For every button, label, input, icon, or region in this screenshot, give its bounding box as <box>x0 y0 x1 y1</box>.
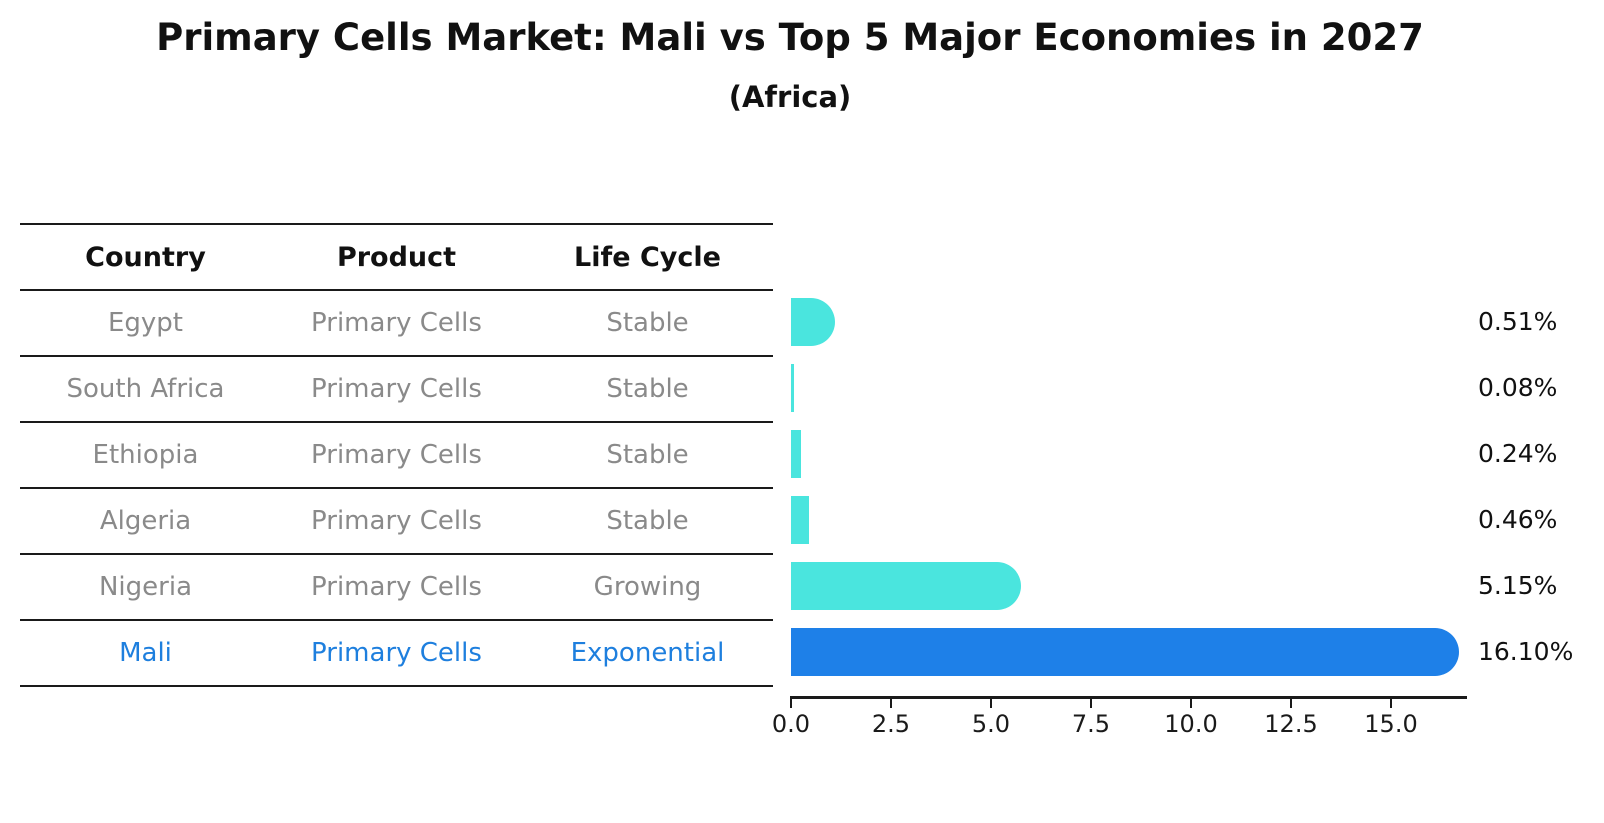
cell-product: Primary Cells <box>311 308 482 338</box>
cell-lifecycle: Stable <box>606 506 689 536</box>
bar-algeria <box>791 496 810 544</box>
x-axis-tick <box>990 699 992 708</box>
x-axis-tick <box>1090 699 1092 708</box>
x-axis-tick-label: 12.5 <box>1264 710 1318 738</box>
bar-nigeria <box>791 562 1021 610</box>
x-axis-tick <box>890 699 892 708</box>
value-label-south-africa: 0.08% <box>1478 373 1558 402</box>
country-table: Country Product Life Cycle Egypt Primary … <box>20 223 773 687</box>
x-axis-tick-label: 5.0 <box>971 710 1011 738</box>
cell-product: Primary Cells <box>311 506 482 536</box>
value-label-ethiopia: 0.24% <box>1478 439 1558 468</box>
bar-mali <box>791 628 1459 676</box>
table-header-product: Product <box>336 241 457 273</box>
value-label-egypt: 0.51% <box>1478 307 1558 336</box>
bar-egypt <box>791 298 836 346</box>
table-row-nigeria: Nigeria Primary Cells Growing <box>20 553 773 619</box>
x-axis-tick <box>790 699 792 708</box>
cell-country: Ethiopia <box>92 440 199 470</box>
x-axis-tick-label: 7.5 <box>1071 710 1111 738</box>
cell-country: South Africa <box>66 374 225 404</box>
table-header-row: Country Product Life Cycle <box>20 223 773 289</box>
chart-title: Primary Cells Market: Mali vs Top 5 Majo… <box>156 16 1424 59</box>
x-axis-tick-label: 10.0 <box>1164 710 1218 738</box>
value-label-mali: 16.10% <box>1478 637 1574 666</box>
cell-lifecycle: Growing <box>593 572 702 602</box>
table-row-ethiopia: Ethiopia Primary Cells Stable <box>20 421 773 487</box>
cell-product: Primary Cells <box>311 572 482 602</box>
value-label-algeria: 0.46% <box>1478 505 1558 534</box>
table-header-lifecycle: Life Cycle <box>574 241 721 273</box>
cell-product: Primary Cells <box>311 440 482 470</box>
table-row-south-africa: South Africa Primary Cells Stable <box>20 355 773 421</box>
table-row-mali: Mali Primary Cells Exponential <box>20 619 773 685</box>
cell-lifecycle: Stable <box>606 374 689 404</box>
cell-product: Primary Cells <box>311 374 482 404</box>
table-row-algeria: Algeria Primary Cells Stable <box>20 487 773 553</box>
cell-country: Egypt <box>107 308 184 338</box>
cell-country: Algeria <box>99 506 192 536</box>
x-axis-line <box>790 696 1467 699</box>
chart-subtitle: (Africa) <box>728 80 852 114</box>
bar-ethiopia <box>791 430 801 478</box>
cell-lifecycle: Stable <box>606 440 689 470</box>
value-label-nigeria: 5.15% <box>1478 571 1558 600</box>
x-axis-tick <box>1190 699 1192 708</box>
table-row-egypt: Egypt Primary Cells Stable <box>20 289 773 355</box>
cell-country: Nigeria <box>98 572 193 602</box>
x-axis-tick-label: 15.0 <box>1364 710 1418 738</box>
x-axis-tick <box>1390 699 1392 708</box>
cell-product: Primary Cells <box>311 638 482 668</box>
cell-lifecycle: Exponential <box>570 638 725 668</box>
x-axis-tick-label: 2.5 <box>871 710 911 738</box>
bar-south-africa <box>791 364 795 412</box>
x-axis-tick-label: 0.0 <box>771 710 811 738</box>
x-axis-tick <box>1290 699 1292 708</box>
cell-country: Mali <box>119 638 172 668</box>
cell-lifecycle: Stable <box>606 308 689 338</box>
table-header-country: Country <box>85 241 206 273</box>
